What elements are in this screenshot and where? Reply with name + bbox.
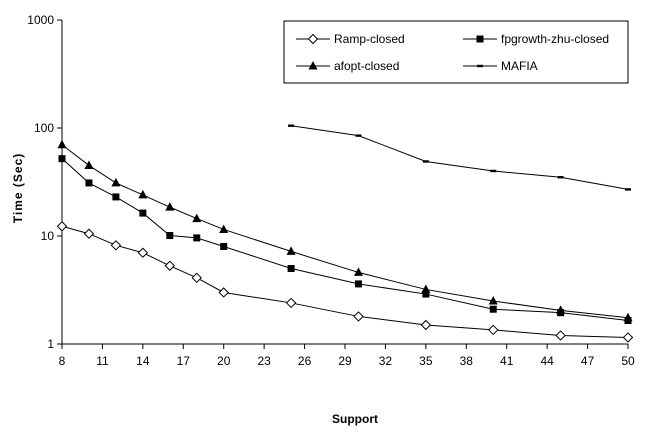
- legend-marker: [476, 35, 484, 43]
- x-tick-label: 44: [540, 354, 554, 368]
- data-point: [353, 267, 363, 276]
- y-tick-label: 10: [41, 229, 55, 243]
- data-point: [625, 188, 631, 191]
- data-point: [219, 224, 229, 233]
- data-point: [353, 311, 364, 322]
- data-point: [112, 193, 120, 201]
- data-point: [164, 260, 176, 271]
- data-point: [137, 247, 149, 258]
- data-point: [355, 134, 362, 137]
- x-tick-label: 14: [136, 354, 150, 368]
- data-point: [555, 330, 566, 341]
- x-tick-label: 50: [621, 354, 635, 368]
- y-axis-title: Time (Sec): [11, 153, 25, 223]
- legend-marker: [308, 61, 318, 70]
- series-mafia: [288, 124, 631, 191]
- legend-label: Ramp-closed: [334, 32, 405, 46]
- x-tick-label: 17: [177, 354, 191, 368]
- data-point: [193, 234, 201, 242]
- x-tick-label: 38: [460, 354, 474, 368]
- series-line: [61, 144, 629, 319]
- data-point: [556, 305, 566, 314]
- y-axis-ticks: 1 10 100 1000: [27, 13, 62, 351]
- data-point: [84, 160, 94, 169]
- y-tick-label: 1: [47, 337, 54, 351]
- data-point: [422, 290, 430, 298]
- x-tick-label: 47: [581, 354, 595, 368]
- series-afopt-closed: [57, 139, 633, 322]
- legend-label: fpgrowth-zhu-closed: [501, 32, 609, 46]
- x-tick-label: 20: [217, 354, 231, 368]
- data-point: [354, 280, 362, 288]
- series-fpgrowth-zhu-closed: [58, 155, 632, 325]
- y-tick-label: 1000: [27, 13, 54, 27]
- series-line: [61, 225, 629, 338]
- data-point: [83, 228, 95, 239]
- data-point: [56, 221, 68, 232]
- data-point: [218, 287, 229, 298]
- y-tick-label: 100: [34, 121, 54, 135]
- x-tick-label: 11: [96, 354, 109, 368]
- data-point: [422, 160, 429, 163]
- data-point: [286, 246, 296, 255]
- legend: Ramp-closed fpgrowth-zhu-closed afopt-clos…: [283, 20, 629, 84]
- data-point: [490, 169, 497, 173]
- data-point: [58, 155, 66, 163]
- data-point: [285, 297, 297, 309]
- series-line: [291, 125, 629, 190]
- x-tick-label: 32: [379, 354, 393, 368]
- x-axis-ticks: 8 11 14 17 20 23 26 29 32 35 38 41 44 47 50: [59, 344, 635, 368]
- data-point: [111, 177, 121, 187]
- data-point: [420, 319, 432, 331]
- data-point: [557, 176, 564, 179]
- data-point: [421, 284, 431, 293]
- legend-item: MAFIA: [463, 59, 538, 73]
- series-ramp-closed: [56, 221, 634, 343]
- legend-marker: [477, 64, 483, 68]
- legend-item: afopt-closed: [296, 59, 399, 73]
- data-point: [623, 312, 633, 322]
- x-tick-label: 35: [419, 354, 433, 368]
- data-point: [287, 265, 295, 273]
- data-point: [85, 179, 93, 187]
- data-point: [488, 324, 499, 336]
- legend-label: MAFIA: [501, 59, 538, 73]
- data-point: [110, 240, 122, 251]
- series-line: [61, 158, 629, 322]
- x-tick-label: 41: [500, 354, 514, 368]
- x-tick-label: 23: [257, 354, 271, 368]
- data-point: [139, 209, 147, 217]
- data-point: [166, 232, 174, 240]
- data-point: [192, 213, 202, 223]
- series-layer: [56, 124, 634, 343]
- data-point: [220, 242, 228, 250]
- x-axis-title: Support: [332, 412, 378, 426]
- data-point: [622, 332, 634, 343]
- legend-label: afopt-closed: [334, 59, 399, 73]
- x-tick-label: 26: [298, 354, 312, 368]
- x-tick-label: 29: [338, 354, 352, 368]
- data-point: [288, 124, 295, 127]
- data-point: [57, 139, 67, 149]
- legend-box: [283, 20, 629, 84]
- data-point: [191, 272, 202, 284]
- data-point: [488, 296, 498, 305]
- legend-marker: [307, 33, 319, 45]
- legend-item: Ramp-closed: [296, 32, 405, 46]
- data-point: [138, 189, 148, 199]
- legend-item: fpgrowth-zhu-closed: [463, 32, 609, 46]
- x-tick-label: 8: [59, 354, 66, 368]
- data-point: [165, 202, 175, 211]
- data-point: [489, 305, 497, 313]
